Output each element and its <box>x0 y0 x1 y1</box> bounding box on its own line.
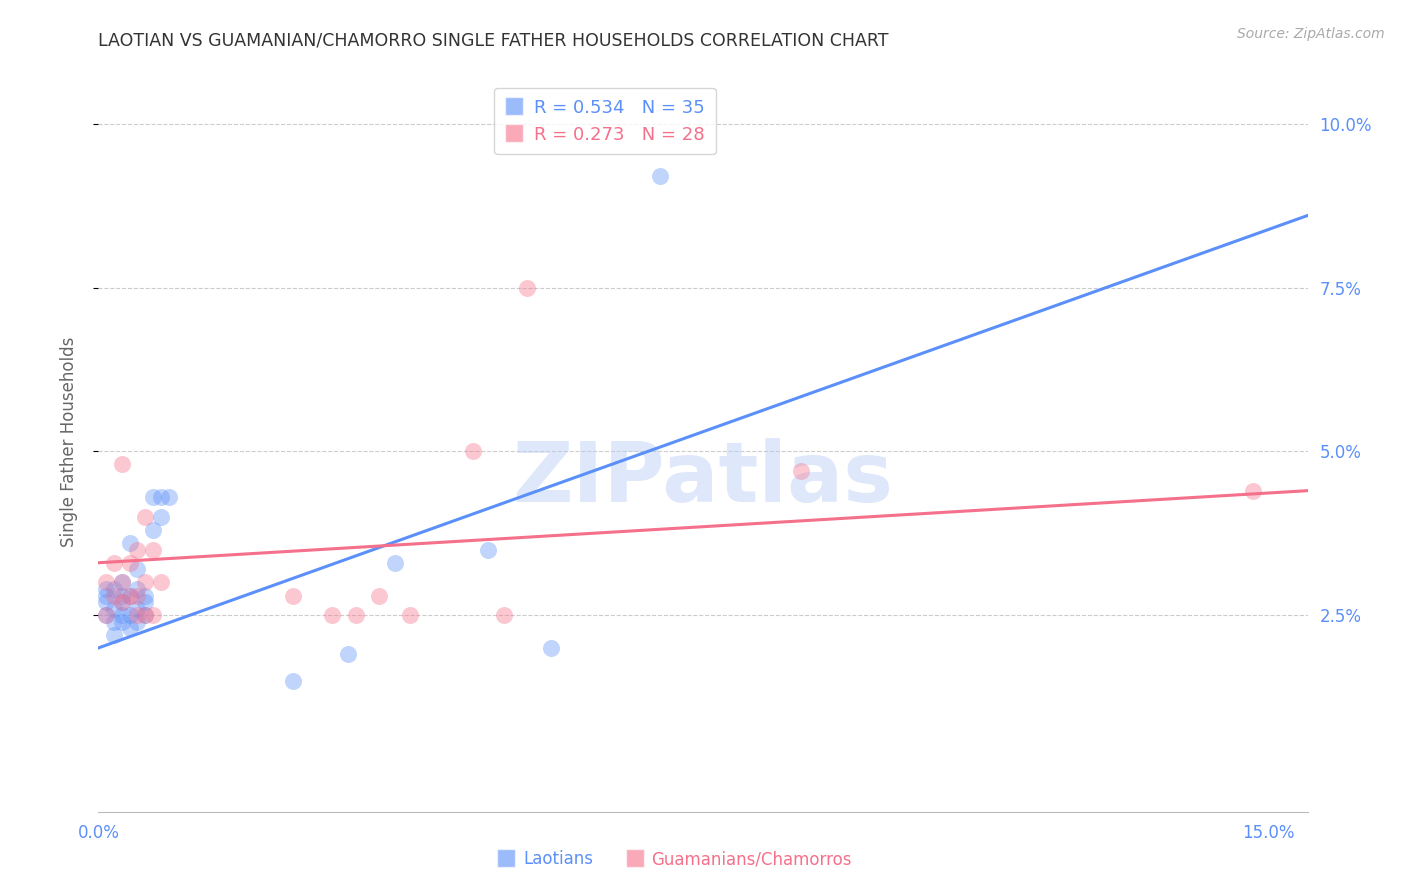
Point <box>103 628 125 642</box>
Point <box>283 673 305 688</box>
Point <box>118 556 141 570</box>
Point <box>149 509 172 524</box>
Point <box>142 608 165 623</box>
Point <box>1241 483 1264 498</box>
Point <box>118 589 141 603</box>
Point <box>789 464 811 478</box>
Point <box>142 542 165 557</box>
Point <box>157 490 180 504</box>
Point <box>127 562 149 576</box>
Point <box>368 589 391 603</box>
Legend: R = 0.534   N = 35, R = 0.273   N = 28: R = 0.534 N = 35, R = 0.273 N = 28 <box>495 87 716 154</box>
Point <box>118 536 141 550</box>
Point <box>96 575 118 590</box>
Point <box>103 615 125 629</box>
Point <box>111 458 134 472</box>
Point <box>384 556 406 570</box>
Point <box>134 595 156 609</box>
Point <box>127 589 149 603</box>
Point <box>127 542 149 557</box>
Point <box>103 582 125 596</box>
Point <box>149 575 172 590</box>
Point <box>96 595 118 609</box>
Point <box>103 589 125 603</box>
Point <box>134 509 156 524</box>
Point <box>344 608 367 623</box>
Point <box>96 608 118 623</box>
Point <box>96 582 118 596</box>
Point <box>111 575 134 590</box>
Point <box>127 582 149 596</box>
Point <box>127 608 149 623</box>
Text: LAOTIAN VS GUAMANIAN/CHAMORRO SINGLE FATHER HOUSEHOLDS CORRELATION CHART: LAOTIAN VS GUAMANIAN/CHAMORRO SINGLE FAT… <box>98 31 889 49</box>
Point <box>494 608 516 623</box>
Y-axis label: Single Father Households: Single Father Households <box>59 336 77 547</box>
Point <box>111 615 134 629</box>
Point <box>111 595 134 609</box>
Point <box>127 601 149 615</box>
Point <box>103 601 125 615</box>
Point <box>96 608 118 623</box>
Point <box>111 589 134 603</box>
Point <box>321 608 343 623</box>
Point <box>648 169 671 184</box>
Point <box>461 444 484 458</box>
Point <box>103 556 125 570</box>
Point <box>149 490 172 504</box>
Text: ZIPatlas: ZIPatlas <box>513 438 893 519</box>
Legend: Laotians, Guamanians/Chamorros: Laotians, Guamanians/Chamorros <box>491 844 859 875</box>
Point <box>111 608 134 623</box>
Text: Source: ZipAtlas.com: Source: ZipAtlas.com <box>1237 27 1385 41</box>
Point <box>127 615 149 629</box>
Point <box>134 575 156 590</box>
Point <box>477 542 499 557</box>
Point <box>283 589 305 603</box>
Point <box>399 608 422 623</box>
Point <box>540 640 562 655</box>
Point <box>142 490 165 504</box>
Point <box>516 280 538 294</box>
Point <box>118 608 141 623</box>
Point <box>134 608 156 623</box>
Point <box>337 648 360 662</box>
Point <box>134 608 156 623</box>
Point <box>118 621 141 635</box>
Point <box>118 589 141 603</box>
Point <box>111 575 134 590</box>
Point <box>111 595 134 609</box>
Point <box>96 589 118 603</box>
Point <box>134 589 156 603</box>
Point <box>142 523 165 537</box>
